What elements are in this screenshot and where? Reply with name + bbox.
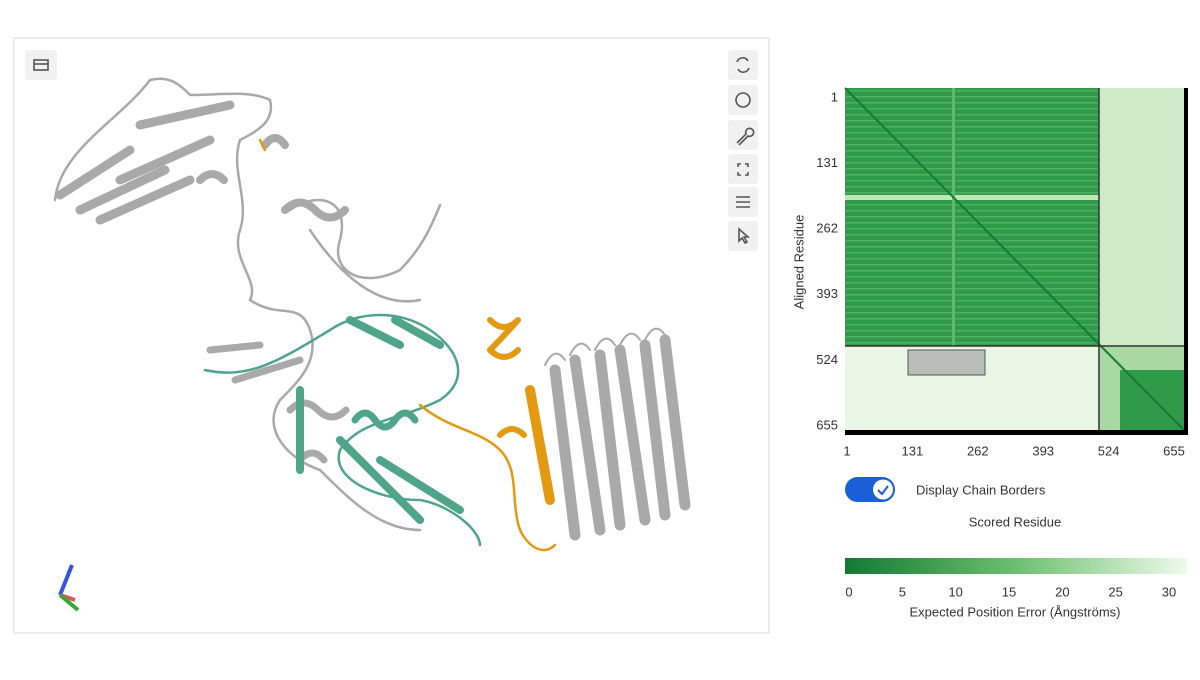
colorbar-tick-label: 10 [948,584,962,599]
x-axis-label: Scored Residue [969,514,1062,529]
tools-button[interactable] [728,120,758,150]
selection-box[interactable] [907,349,986,376]
colorbar-tick-label: 30 [1162,584,1176,599]
fullscreen-button[interactable] [728,154,758,184]
colorbar-tick-label: 20 [1055,584,1069,599]
x-tick-label: 393 [1032,443,1054,458]
x-tick-label: 1 [843,443,850,458]
x-tick-label: 262 [967,443,989,458]
viewer-toolbar [25,50,758,251]
x-tick-label: 131 [902,443,924,458]
colorbar-tick-label: 0 [845,584,852,599]
rotate-button[interactable] [728,50,758,80]
select-button[interactable] [728,221,758,251]
y-axis-label: Aligned Residue [791,215,806,310]
panel-button[interactable] [25,50,57,80]
y-tick-label: 1 [831,89,838,104]
y-tick-label: 262 [816,221,838,236]
chain-border-toggle[interactable] [845,477,895,502]
y-tick-label: 655 [816,417,838,432]
colorbar-tick-label: 5 [899,584,906,599]
y-tick-label: 393 [816,286,838,301]
colorbar-tick-label: 15 [1002,584,1016,599]
x-tick-label: 524 [1098,443,1120,458]
colorbar [845,558,1187,574]
toggle-label: Display Chain Borders [916,482,1046,497]
protein-structure [53,77,691,612]
y-tick-label: 131 [816,155,838,170]
x-tick-label: 655 [1163,443,1185,458]
colorbar-label: Expected Position Error (Ångströms) [910,604,1121,619]
viewer-panel [13,37,770,634]
pae-heatmap [844,87,1188,435]
y-tick-label: 524 [816,352,838,367]
colorbar-tick-label: 25 [1108,584,1122,599]
spin-button[interactable] [728,85,758,115]
